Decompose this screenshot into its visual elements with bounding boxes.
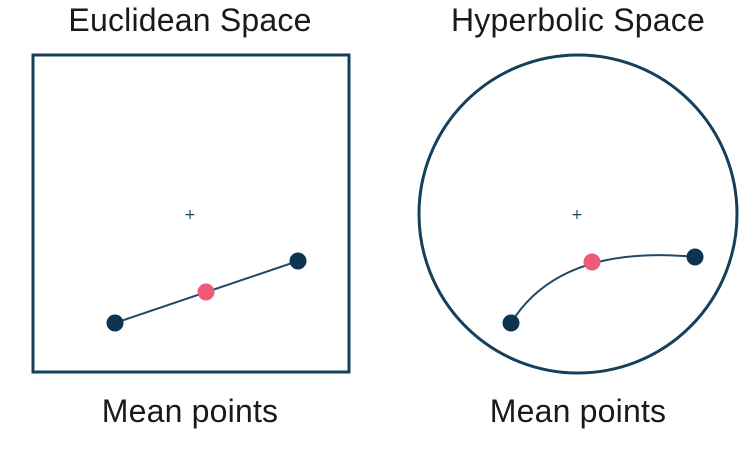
hyperbolic-panel: + [417, 53, 739, 375]
euclidean-square-frame [31, 53, 351, 374]
euclidean-title: Euclidean Space [68, 2, 312, 38]
hyperbolic-endpoint-a [502, 314, 520, 332]
hyperbolic-caption: Mean points [489, 393, 667, 429]
hyperbolic-center-marker: + [571, 207, 583, 223]
euclidean-mean-point [197, 283, 215, 301]
euclidean-caption: Mean points [101, 393, 279, 429]
hyperbolic-title: Hyperbolic Space [451, 2, 705, 38]
hyperbolic-mean-point [583, 253, 601, 271]
hyperbolic-geodesic-curve [510, 254, 696, 324]
euclidean-endpoint-b [289, 252, 307, 270]
hyperbolic-endpoint-b [686, 248, 704, 266]
euclidean-panel: + [31, 53, 351, 374]
euclidean-center-marker: + [184, 207, 196, 223]
poincare-disk-boundary [417, 53, 739, 375]
euclidean-endpoint-a [106, 314, 124, 332]
